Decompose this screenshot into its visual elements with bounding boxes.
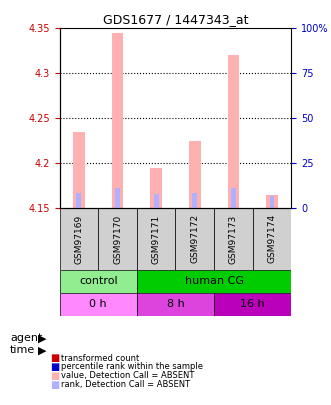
Bar	[76, 193, 81, 208]
Bar	[150, 168, 162, 208]
FancyBboxPatch shape	[60, 270, 137, 293]
Text: ■: ■	[50, 354, 59, 363]
FancyBboxPatch shape	[175, 208, 214, 270]
Bar	[189, 141, 201, 208]
Bar	[269, 196, 274, 208]
FancyBboxPatch shape	[137, 270, 291, 293]
Text: agent: agent	[10, 333, 42, 343]
Bar	[266, 194, 278, 208]
Text: ■: ■	[50, 380, 59, 390]
Text: transformed count: transformed count	[61, 354, 139, 363]
Text: GSM97173: GSM97173	[229, 214, 238, 264]
FancyBboxPatch shape	[137, 293, 214, 316]
Bar	[112, 33, 123, 208]
FancyBboxPatch shape	[214, 208, 253, 270]
FancyBboxPatch shape	[253, 208, 291, 270]
Bar	[231, 188, 236, 208]
Text: rank, Detection Call = ABSENT: rank, Detection Call = ABSENT	[61, 380, 190, 389]
Text: control: control	[79, 276, 118, 286]
Text: GSM97169: GSM97169	[74, 214, 83, 264]
Text: ■: ■	[50, 362, 59, 371]
Text: GSM97171: GSM97171	[152, 214, 161, 264]
Text: GSM97170: GSM97170	[113, 214, 122, 264]
FancyBboxPatch shape	[214, 293, 291, 316]
Text: value, Detection Call = ABSENT: value, Detection Call = ABSENT	[61, 371, 195, 380]
Bar	[192, 193, 197, 208]
Text: human CG: human CG	[185, 276, 244, 286]
Title: GDS1677 / 1447343_at: GDS1677 / 1447343_at	[103, 13, 248, 26]
Text: time: time	[10, 345, 35, 355]
FancyBboxPatch shape	[98, 208, 137, 270]
Text: ▶: ▶	[38, 333, 47, 343]
Text: 0 h: 0 h	[89, 299, 107, 309]
FancyBboxPatch shape	[137, 208, 175, 270]
Bar	[73, 132, 85, 208]
Text: 8 h: 8 h	[166, 299, 184, 309]
Text: ▶: ▶	[38, 345, 47, 355]
Text: ■: ■	[50, 371, 59, 381]
Text: GSM97174: GSM97174	[267, 214, 276, 263]
Text: 16 h: 16 h	[240, 299, 265, 309]
Text: percentile rank within the sample: percentile rank within the sample	[61, 362, 203, 371]
Bar	[154, 194, 159, 208]
FancyBboxPatch shape	[60, 293, 137, 316]
FancyBboxPatch shape	[60, 208, 98, 270]
Text: GSM97172: GSM97172	[190, 214, 199, 263]
Bar	[115, 188, 120, 208]
Bar	[227, 55, 239, 208]
